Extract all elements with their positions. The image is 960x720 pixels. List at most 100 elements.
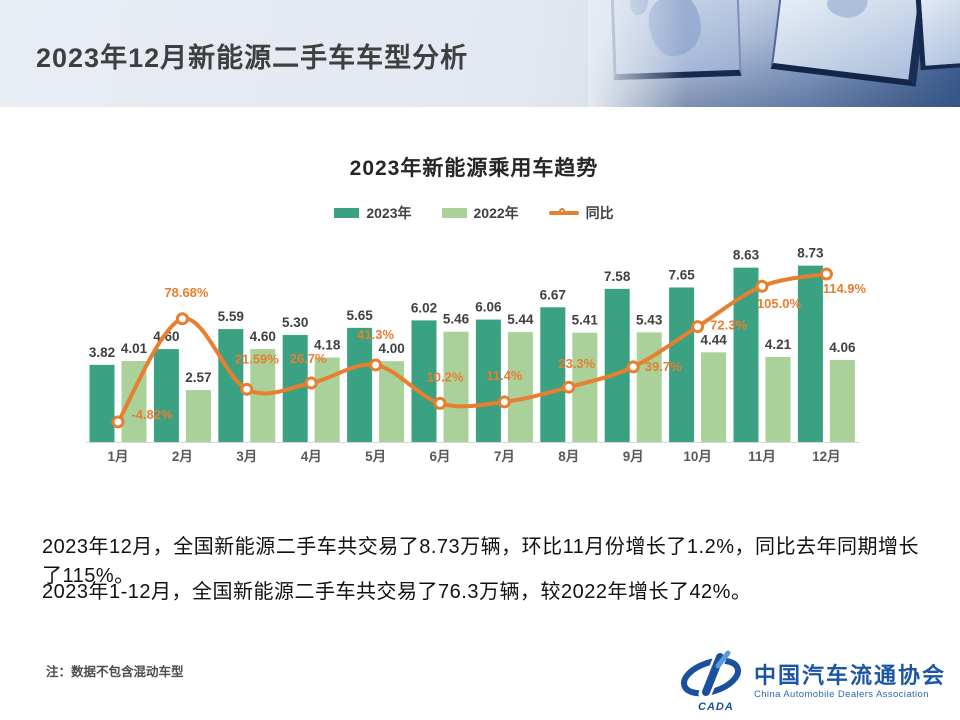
yoy-pct-label: 72.3% bbox=[710, 318, 747, 333]
legend-swatch-2022 bbox=[441, 208, 467, 218]
value-label: 6.02 bbox=[411, 300, 437, 315]
value-label: 4.60 bbox=[250, 329, 276, 344]
month-label: 3月 bbox=[236, 449, 257, 464]
value-label: 6.67 bbox=[540, 287, 566, 302]
chart-legend: 2023年 2022年 同比 bbox=[0, 203, 948, 223]
cubes-decoration-image bbox=[588, 0, 960, 107]
value-label: 4.44 bbox=[700, 332, 727, 347]
bar-2022年-9月 bbox=[636, 332, 662, 442]
yoy-marker-6月 bbox=[433, 396, 447, 410]
yoy-pct-label: 26.7% bbox=[290, 351, 327, 366]
month-label: 6月 bbox=[429, 449, 450, 464]
globe-cube-right bbox=[915, 0, 960, 71]
value-label: 4.18 bbox=[314, 338, 341, 353]
legend-label-2023: 2023年 bbox=[366, 205, 412, 221]
legend-item-2023: 2023年 bbox=[334, 203, 412, 223]
yoy-pct-label: 10.2% bbox=[427, 369, 464, 384]
value-label: 4.01 bbox=[121, 341, 148, 356]
svg-text:CADA: CADA bbox=[698, 701, 734, 713]
cada-emblem-icon: CADA bbox=[680, 650, 741, 713]
summary-paragraph-fullyear: 2023年1-12月，全国新能源二手车共交易了76.3万辆，较2022年增长了4… bbox=[42, 581, 752, 603]
month-label: 7月 bbox=[494, 449, 515, 464]
bar-2022年-10月 bbox=[701, 352, 727, 442]
bar-2023年-5月 bbox=[347, 327, 373, 442]
globe-cube-center bbox=[770, 0, 928, 87]
page-title: 2023年12月新能源二手车车型分析 bbox=[36, 43, 469, 73]
yoy-marker-7月 bbox=[497, 395, 511, 409]
yoy-pct-label: 21.59% bbox=[235, 351, 280, 366]
value-label: 7.65 bbox=[668, 267, 695, 282]
yoy-pct-label: 41.3% bbox=[357, 327, 394, 342]
bar-series: 3.82 4.011月4.602.572月5.594.603月5.304.184月… bbox=[89, 246, 856, 464]
yoy-marker-12月 bbox=[819, 267, 833, 281]
map-silhouette bbox=[647, 0, 702, 57]
month-label: 4月 bbox=[301, 449, 322, 464]
value-label: 5.46 bbox=[443, 312, 470, 327]
month-label: 5月 bbox=[365, 449, 386, 464]
month-label: 9月 bbox=[623, 449, 644, 464]
month-label: 10月 bbox=[683, 449, 712, 464]
bar-2023年-6月 bbox=[411, 320, 437, 442]
yoy-pct-label: 114.9% bbox=[823, 281, 867, 296]
bar-2022年-4月 bbox=[314, 357, 340, 442]
yoy-pct-label: -4.82% bbox=[131, 407, 173, 422]
value-label: 4.21 bbox=[765, 337, 792, 352]
trend-combo-chart: 3.82 4.011月4.602.572月5.594.603月5.304.184月… bbox=[86, 246, 867, 464]
bar-2023年-1月 bbox=[89, 364, 115, 442]
bar-2022年-5月 bbox=[379, 361, 405, 442]
yoy-pct-label: 11.4% bbox=[486, 368, 523, 383]
legend-item-2022: 2022年 bbox=[441, 203, 519, 223]
value-label: 5.65 bbox=[346, 308, 373, 323]
value-label: 8.63 bbox=[733, 248, 760, 263]
yoy-marker-5月 bbox=[369, 358, 383, 372]
value-label: 5.30 bbox=[282, 315, 308, 330]
yoy-pct-label: 105.0% bbox=[757, 296, 802, 311]
value-label: 6.06 bbox=[475, 300, 502, 315]
yoy-pct-label: 39.7% bbox=[645, 359, 682, 374]
logo-name-cn: 中国汽车流通协会 bbox=[753, 662, 946, 688]
map-silhouette bbox=[825, 0, 870, 20]
bar-2022年-2月 bbox=[185, 390, 211, 442]
yoy-marker-3月 bbox=[240, 382, 254, 396]
bar-2022年-3月 bbox=[250, 349, 276, 442]
bar-2022年-7月 bbox=[507, 332, 533, 442]
value-label: 4.00 bbox=[378, 341, 404, 356]
value-label: 5.59 bbox=[218, 309, 244, 324]
bar-2023年-10月 bbox=[669, 287, 695, 442]
bar-2023年-7月 bbox=[475, 319, 501, 442]
value-label: 7.58 bbox=[604, 269, 631, 284]
month-label: 11月 bbox=[748, 449, 776, 464]
value-label: 5.44 bbox=[507, 312, 534, 327]
bar-2023年-9月 bbox=[604, 288, 630, 442]
value-label: 5.43 bbox=[636, 312, 663, 327]
cada-logo: CADA 中国汽车流通协会 China Automobile Dealers A… bbox=[676, 650, 946, 714]
legend-swatch-2023 bbox=[334, 208, 360, 218]
yoy-pct-label: 23.3% bbox=[558, 356, 595, 371]
value-label: 4.06 bbox=[829, 340, 856, 355]
legend-label-2022: 2022年 bbox=[473, 205, 519, 221]
legend-item-yoy: 同比 bbox=[548, 203, 614, 223]
bar-2022年-6月 bbox=[443, 331, 469, 442]
yoy-line-series: -4.82% 78.68% 21.59% 26.7% 41.3% 10.2% 11.4% 23… bbox=[111, 267, 867, 429]
bar-2023年-12月 bbox=[797, 265, 823, 442]
yoy-marker-4月 bbox=[304, 376, 318, 390]
bar-2022年-12月 bbox=[829, 359, 855, 442]
month-label: 1月 bbox=[107, 449, 128, 464]
summary-paragraph-december: 2023年12月，全国新能源二手车共交易了8.73万辆，环比11月份增长了1.2… bbox=[42, 536, 920, 587]
yoy-marker-1月 bbox=[111, 415, 125, 429]
header-bar: 2023年12月新能源二手车车型分析 bbox=[0, 0, 960, 107]
legend-label-yoy: 同比 bbox=[585, 205, 614, 221]
logo-name-en: China Automobile Dealers Association bbox=[753, 689, 929, 701]
value-label: 5.41 bbox=[572, 313, 599, 328]
month-label: 12月 bbox=[812, 449, 841, 464]
bar-2023年-2月 bbox=[153, 349, 179, 442]
bar-2022年-8月 bbox=[572, 332, 598, 442]
yoy-pct-label: 78.68% bbox=[164, 285, 209, 300]
month-label: 8月 bbox=[558, 449, 579, 464]
yoy-marker-9月 bbox=[626, 360, 640, 374]
footnote: 注：数据不包含混动车型 bbox=[46, 665, 184, 679]
month-label: 2月 bbox=[172, 449, 193, 464]
value-label: 8.73 bbox=[797, 246, 824, 261]
yoy-marker-11月 bbox=[755, 279, 769, 293]
